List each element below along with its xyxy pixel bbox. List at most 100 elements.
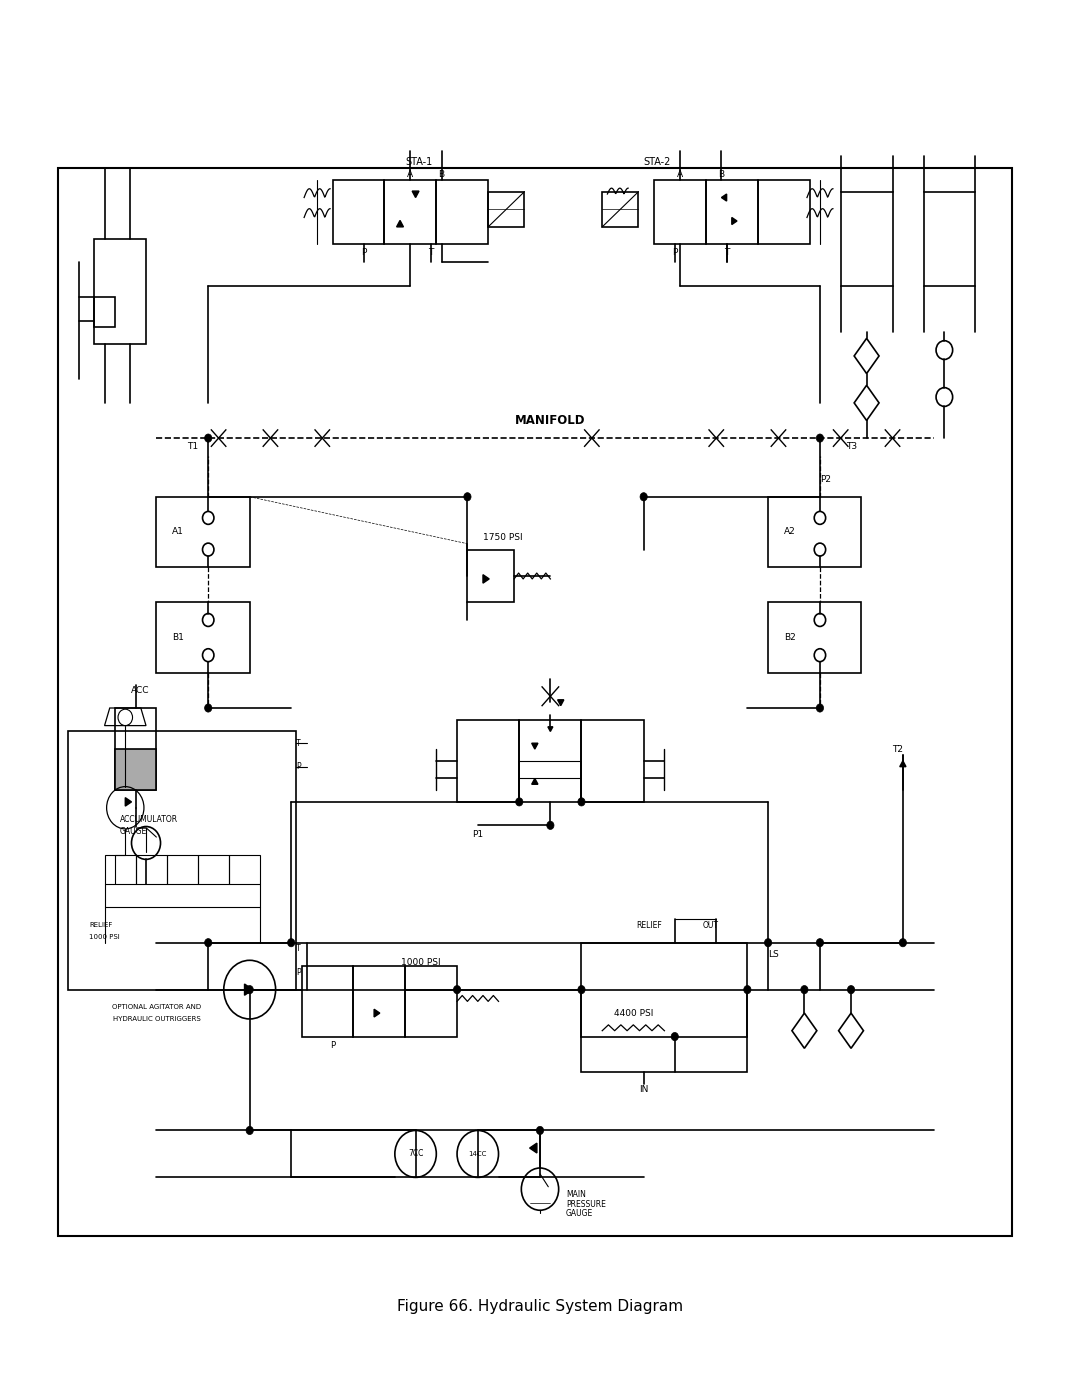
Bar <box>384 180 436 244</box>
Text: OPTIONAL AGITATOR AND: OPTIONAL AGITATOR AND <box>112 1004 201 1010</box>
Circle shape <box>800 985 808 993</box>
Text: P: P <box>672 249 677 257</box>
Text: T2: T2 <box>892 745 904 753</box>
Text: 1000 PSI: 1000 PSI <box>89 933 120 940</box>
Circle shape <box>287 939 295 947</box>
Text: T: T <box>724 249 729 257</box>
Polygon shape <box>374 1009 380 1017</box>
Text: P: P <box>361 249 366 257</box>
Text: T: T <box>429 249 434 257</box>
Circle shape <box>204 704 212 712</box>
Text: A2: A2 <box>784 528 795 536</box>
Text: Figure 66. Hydraulic System Diagram: Figure 66. Hydraulic System Diagram <box>397 1299 683 1313</box>
Text: RELIEF: RELIEF <box>636 921 662 929</box>
Polygon shape <box>531 743 538 749</box>
Bar <box>654 180 706 244</box>
Polygon shape <box>396 221 404 226</box>
Bar <box>105 855 136 884</box>
Bar <box>768 602 862 673</box>
Text: P: P <box>296 763 301 771</box>
Text: A1: A1 <box>172 528 184 536</box>
Polygon shape <box>531 778 538 784</box>
Circle shape <box>204 434 212 443</box>
Bar <box>94 239 146 344</box>
Text: 7CC: 7CC <box>408 1150 423 1158</box>
Bar <box>353 967 405 1037</box>
Text: HYDRAULIC OUTRIGGERS: HYDRAULIC OUTRIGGERS <box>112 1016 200 1023</box>
Bar <box>333 180 384 244</box>
Text: T: T <box>296 739 301 747</box>
Bar <box>468 549 514 602</box>
Bar <box>157 497 249 567</box>
Bar <box>488 191 525 226</box>
Bar <box>198 855 229 884</box>
Bar <box>114 749 157 791</box>
Text: GAUGE: GAUGE <box>120 827 147 835</box>
Text: STA-1: STA-1 <box>405 158 432 168</box>
Circle shape <box>744 985 751 993</box>
Bar <box>603 191 638 226</box>
Text: A: A <box>677 169 683 179</box>
Polygon shape <box>529 1143 537 1153</box>
Text: MANIFOLD: MANIFOLD <box>515 414 585 427</box>
Bar <box>706 180 758 244</box>
Text: T: T <box>296 944 301 953</box>
Text: MAYCO LS400/LS500 PUMP — OPERATION AND PARTS MANUAL — REV. #6  (09/19/11) — PAGE: MAYCO LS400/LS500 PUMP — OPERATION AND P… <box>181 1356 899 1369</box>
Polygon shape <box>732 218 737 225</box>
Text: A: A <box>407 169 414 179</box>
Text: 14CC: 14CC <box>469 1151 487 1157</box>
Polygon shape <box>125 798 132 806</box>
Bar <box>581 943 747 1071</box>
Text: B: B <box>718 169 725 179</box>
Polygon shape <box>413 191 419 197</box>
Text: IN: IN <box>639 1085 648 1094</box>
Bar <box>136 855 166 884</box>
Circle shape <box>454 985 461 993</box>
Text: MAIN: MAIN <box>566 1190 585 1200</box>
Bar <box>758 180 810 244</box>
Text: T1: T1 <box>188 441 199 451</box>
Text: 1750 PSI: 1750 PSI <box>483 534 523 542</box>
Circle shape <box>578 985 585 993</box>
Bar <box>166 855 198 884</box>
Bar <box>157 602 249 673</box>
Circle shape <box>537 1126 543 1134</box>
Bar <box>301 967 353 1037</box>
Text: ACC: ACC <box>131 686 149 694</box>
Text: LS: LS <box>768 950 779 958</box>
Polygon shape <box>721 194 727 201</box>
Bar <box>114 708 157 791</box>
Polygon shape <box>548 726 553 732</box>
Text: P2: P2 <box>820 475 831 483</box>
Text: P: P <box>296 968 301 977</box>
Circle shape <box>246 985 254 993</box>
Text: RELIEF: RELIEF <box>89 922 112 928</box>
Circle shape <box>515 798 523 806</box>
Circle shape <box>671 1032 678 1041</box>
Bar <box>457 719 519 802</box>
Circle shape <box>816 704 824 712</box>
Polygon shape <box>244 983 253 995</box>
Bar <box>405 967 457 1037</box>
Polygon shape <box>557 700 564 705</box>
Bar <box>519 719 581 802</box>
Bar <box>923 191 975 285</box>
Bar <box>581 719 644 802</box>
Bar <box>840 191 892 285</box>
Text: T3: T3 <box>846 441 858 451</box>
Text: LS400/LS500 PUMP — HYDRAULIC SYSTEM DIAGRAM: LS400/LS500 PUMP — HYDRAULIC SYSTEM DIAG… <box>190 39 890 63</box>
Text: P1: P1 <box>472 830 484 840</box>
Text: OUT: OUT <box>703 921 719 929</box>
Bar <box>94 298 114 327</box>
Polygon shape <box>900 761 906 767</box>
Bar <box>436 180 488 244</box>
Circle shape <box>463 493 471 502</box>
Circle shape <box>546 821 554 830</box>
Polygon shape <box>483 574 489 583</box>
Text: 4400 PSI: 4400 PSI <box>613 1009 653 1017</box>
Text: B1: B1 <box>172 633 184 643</box>
Circle shape <box>816 434 824 443</box>
Text: PRESSURE: PRESSURE <box>566 1200 606 1208</box>
Circle shape <box>765 939 772 947</box>
Bar <box>229 855 260 884</box>
